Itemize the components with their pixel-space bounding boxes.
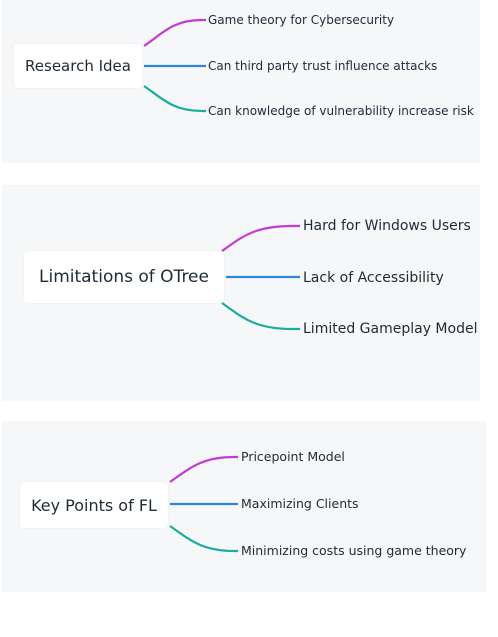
branch-label: Lack of Accessibility — [303, 270, 444, 286]
branch-label: Hard for Windows Users — [303, 218, 471, 234]
mindmap-limitations-otree: Limitations of OTree Hard for Windows Us… — [2, 185, 480, 401]
root-node: Research Idea — [14, 44, 142, 88]
connectors — [221, 224, 300, 331]
connector-bottom — [221, 302, 300, 331]
root-node: Key Points of FL — [20, 482, 168, 528]
connector-bottom — [143, 85, 206, 113]
connector-top — [221, 224, 300, 252]
branch-label: Maximizing Clients — [241, 496, 359, 511]
root-label: Key Points of FL — [31, 495, 157, 515]
branch-label: Game theory for Cybersecurity — [208, 13, 395, 27]
branch-label: Can knowledge of vulnerability increase … — [208, 104, 474, 118]
branch-label: Can third party trust influence attacks — [208, 59, 438, 73]
connector-bottom — [169, 525, 238, 553]
root-label: Research Idea — [25, 57, 131, 75]
mindmap-key-points-fl: Key Points of FL Pricepoint Model Maximi… — [2, 421, 486, 592]
root-label: Limitations of OTree — [39, 267, 209, 287]
connector-top — [169, 455, 238, 483]
branch-label: Limited Gameplay Model — [303, 321, 478, 337]
mindmap-research-idea: Research Idea Game theory for Cybersecur… — [2, 0, 480, 163]
root-node: Limitations of OTree — [24, 251, 224, 303]
branch-label: Pricepoint Model — [241, 449, 345, 464]
connectors — [169, 455, 238, 553]
connectors — [143, 18, 206, 113]
connector-top — [143, 18, 206, 47]
branch-label: Minimizing costs using game theory — [241, 543, 467, 558]
